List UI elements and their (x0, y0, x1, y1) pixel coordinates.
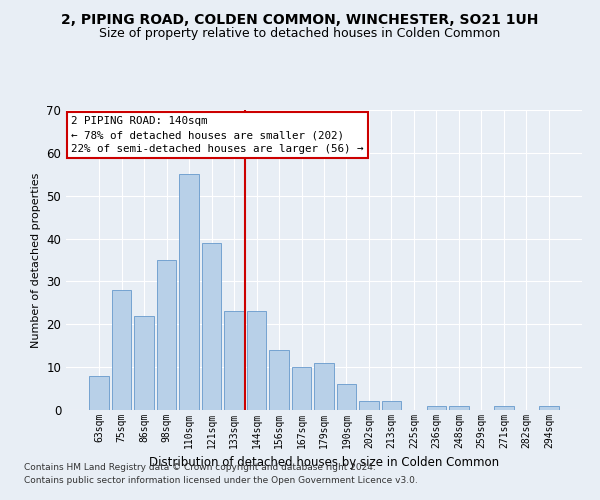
X-axis label: Distribution of detached houses by size in Colden Common: Distribution of detached houses by size … (149, 456, 499, 469)
Bar (539, 406, 559, 410)
Bar (382, 402, 401, 410)
Bar (449, 406, 469, 410)
Bar (179, 174, 199, 410)
Bar (337, 384, 356, 410)
Bar (269, 350, 289, 410)
Bar (224, 312, 244, 410)
Bar (134, 316, 154, 410)
Y-axis label: Number of detached properties: Number of detached properties (31, 172, 41, 348)
Bar (157, 260, 176, 410)
Bar (202, 243, 221, 410)
Bar (314, 363, 334, 410)
Text: Contains HM Land Registry data © Crown copyright and database right 2024.: Contains HM Land Registry data © Crown c… (24, 464, 376, 472)
Bar (292, 367, 311, 410)
Bar (494, 406, 514, 410)
Text: Size of property relative to detached houses in Colden Common: Size of property relative to detached ho… (100, 28, 500, 40)
Bar (112, 290, 131, 410)
Bar (247, 312, 266, 410)
Text: 2, PIPING ROAD, COLDEN COMMON, WINCHESTER, SO21 1UH: 2, PIPING ROAD, COLDEN COMMON, WINCHESTE… (61, 12, 539, 26)
Text: 2 PIPING ROAD: 140sqm
← 78% of detached houses are smaller (202)
22% of semi-det: 2 PIPING ROAD: 140sqm ← 78% of detached … (71, 116, 364, 154)
Text: Contains public sector information licensed under the Open Government Licence v3: Contains public sector information licen… (24, 476, 418, 485)
Bar (359, 402, 379, 410)
Bar (89, 376, 109, 410)
Bar (427, 406, 446, 410)
